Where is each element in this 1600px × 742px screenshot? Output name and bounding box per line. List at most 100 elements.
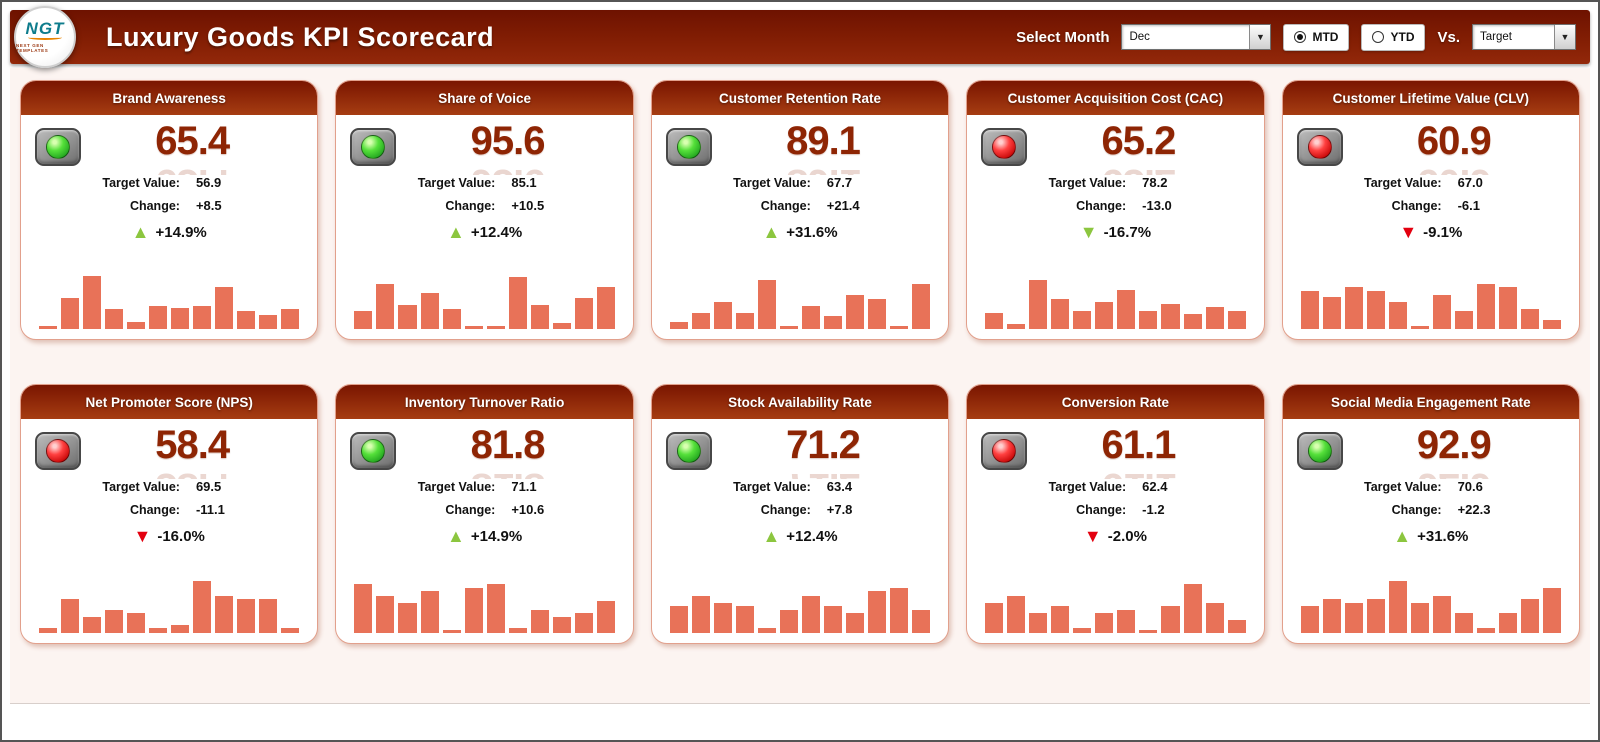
spark-bar	[779, 325, 798, 329]
status-light	[35, 128, 81, 166]
spark-bar	[1007, 595, 1026, 633]
kpi-card-row-1: Brand Awareness 65.4 65.4 Target Value: …	[20, 80, 1581, 340]
change-value: -1.2	[1142, 502, 1165, 517]
trend-row: ▼ -9.1%	[1297, 217, 1565, 247]
kpi-value-reflection: 71.2	[712, 466, 934, 479]
spark-bar	[464, 325, 483, 329]
spark-bar	[237, 598, 256, 633]
kpi-card-row-2: Net Promoter Score (NPS) 58.4 58.4 Targe…	[20, 384, 1581, 644]
kpi-card-title: Brand Awareness	[21, 81, 318, 115]
sparkline-bar-chart	[1297, 563, 1565, 633]
kpi-value-wrap: 65.2 65.2	[1027, 120, 1249, 175]
target-value: 78.2	[1142, 175, 1168, 190]
spark-bar	[691, 595, 710, 633]
spark-bar	[1205, 307, 1224, 329]
spark-bar	[912, 284, 931, 329]
change-row: Change: -11.1	[35, 498, 303, 521]
kpi-card-body: 58.4 58.4 Target Value: 69.5 Change: -11…	[21, 419, 317, 643]
vs-dropdown[interactable]: Target ▼	[1472, 24, 1576, 50]
ngt-logo-tagline: NEXT GEN TEMPLATES	[16, 43, 49, 53]
sparkline-bar-chart	[35, 259, 303, 329]
change-value: +10.5	[511, 198, 545, 213]
spark-bar	[420, 292, 439, 329]
kpi-card: Customer Retention Rate 89.1 89.1 Target…	[650, 80, 950, 340]
spark-bar	[1322, 296, 1341, 329]
trend-row: ▲ +31.6%	[1297, 521, 1565, 551]
spark-bar	[1073, 628, 1092, 633]
change-row: Change: +8.5	[35, 194, 303, 217]
spark-bar	[1029, 280, 1048, 329]
spark-bar	[1161, 605, 1180, 633]
spark-bar	[442, 308, 461, 329]
spark-bar	[420, 591, 439, 633]
spark-bar	[1300, 291, 1319, 329]
kpi-card-body: 65.2 65.2 Target Value: 78.2 Change: -13…	[967, 115, 1263, 339]
spark-bar	[1051, 298, 1070, 329]
spark-bar	[1029, 612, 1048, 633]
change-label: Change:	[1076, 198, 1127, 213]
spark-bar	[985, 312, 1004, 329]
kpi-value: 81.8	[470, 422, 546, 467]
target-value: 63.4	[826, 479, 853, 494]
status-light	[350, 432, 397, 470]
change-row: Change: +7.8	[666, 498, 934, 521]
spark-bar	[824, 315, 843, 329]
spark-bar	[713, 602, 732, 633]
spark-bar	[508, 277, 527, 329]
trend-arrow-icon: ▼	[1083, 526, 1102, 546]
trend-percent: -16.0%	[157, 527, 205, 545]
spark-bar	[193, 581, 212, 633]
chevron-down-icon[interactable]: ▼	[1554, 25, 1575, 49]
kpi-value-wrap: 89.1 89.1	[712, 120, 934, 175]
header-controls: Select Month Dec ▼ MTD YTD Vs. Target ▼	[1016, 10, 1576, 64]
spark-bar	[1498, 612, 1517, 633]
status-light	[981, 128, 1028, 166]
spark-bar	[149, 305, 168, 329]
kpi-value: 89.1	[786, 118, 861, 163]
spark-bar	[215, 287, 234, 329]
spark-bar	[1542, 319, 1561, 329]
spark-bar	[574, 612, 593, 633]
trend-row: ▲ +14.9%	[35, 217, 303, 247]
kpi-card: Customer Lifetime Value (CLV) 60.9 60.9 …	[1281, 80, 1581, 340]
trend-row: ▲ +12.4%	[666, 521, 934, 551]
target-label: Target Value:	[417, 175, 496, 190]
target-value: 70.6	[1457, 479, 1483, 494]
spark-bar	[1410, 325, 1429, 329]
mtd-radio[interactable]: MTD	[1283, 23, 1350, 51]
target-value: 85.1	[511, 175, 537, 190]
kpi-value-reflection: 58.4	[81, 466, 303, 479]
spark-bar	[83, 275, 102, 329]
trend-percent: -16.7%	[1103, 223, 1152, 241]
kpi-value-wrap: 61.1 61.1	[1027, 424, 1249, 479]
chevron-down-icon[interactable]: ▼	[1249, 25, 1271, 49]
spark-bar	[354, 584, 373, 633]
spark-bar	[735, 605, 754, 633]
spark-bar	[1227, 310, 1246, 329]
spark-bar	[890, 588, 909, 633]
kpi-card-title: Customer Lifetime Value (CLV)	[1282, 81, 1580, 115]
kpi-value-reflection: 61.1	[1027, 466, 1249, 479]
spark-bar	[464, 588, 483, 633]
kpi-card-title: Customer Retention Rate	[651, 81, 949, 115]
sparkline-bar-chart	[666, 259, 934, 329]
page-title: Luxury Goods KPI Scorecard	[106, 21, 495, 52]
sparkline-bar-chart	[981, 259, 1249, 329]
ytd-radio[interactable]: YTD	[1361, 23, 1426, 51]
spark-bar	[486, 584, 505, 633]
kpi-top-row: 65.2 65.2	[981, 120, 1249, 175]
month-dropdown[interactable]: Dec ▼	[1121, 24, 1272, 50]
vs-label: Vs.	[1437, 28, 1460, 46]
radio-icon	[1372, 31, 1385, 43]
spark-bar	[985, 602, 1004, 633]
trend-arrow-icon: ▲	[131, 222, 150, 242]
change-label: Change:	[1391, 502, 1442, 517]
trend-arrow-icon: ▲	[762, 222, 781, 242]
target-value: 71.1	[511, 479, 537, 494]
ngt-logo-text: NGT	[25, 19, 65, 38]
target-label: Target Value:	[102, 175, 180, 190]
kpi-value-wrap: 60.9 60.9	[1343, 120, 1565, 175]
status-bulb-icon	[1307, 439, 1332, 463]
spark-bar	[912, 609, 931, 633]
target-row: Target Value: 71.1	[350, 475, 618, 498]
